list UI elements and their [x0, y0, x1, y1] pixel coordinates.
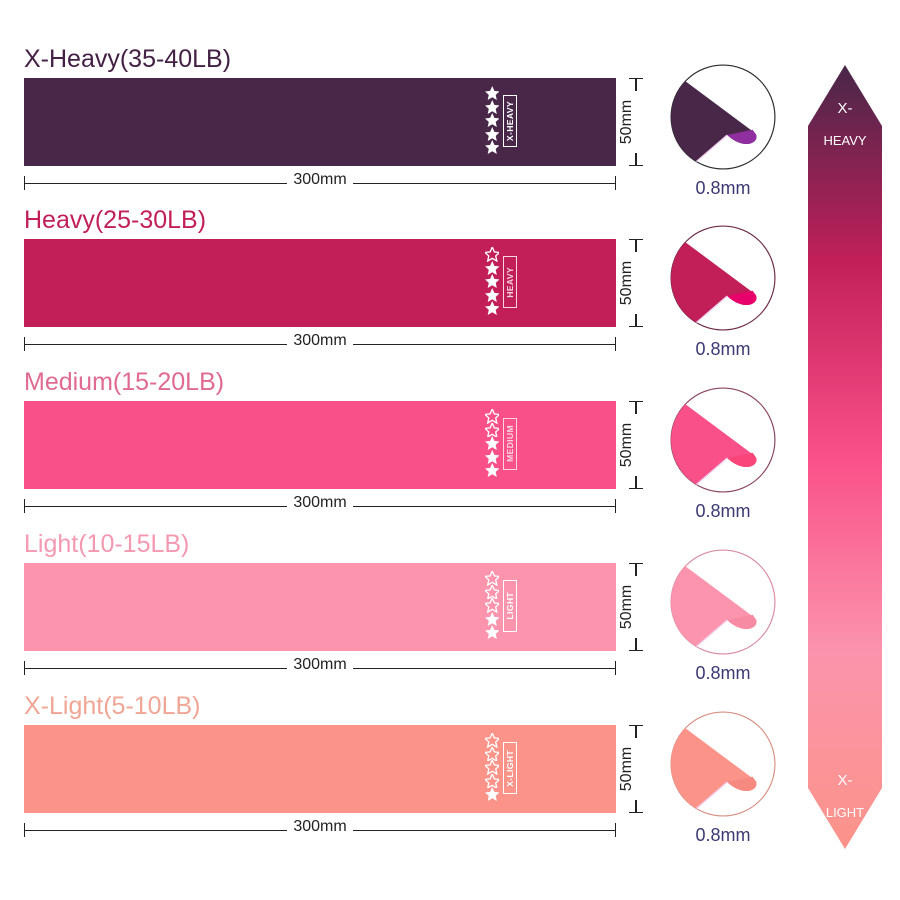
svg-text:X-: X- [838, 772, 853, 789]
svg-text:HEAVY: HEAVY [823, 133, 866, 148]
svg-text:X-: X- [838, 100, 853, 117]
svg-text:LIGHT: LIGHT [826, 805, 864, 820]
